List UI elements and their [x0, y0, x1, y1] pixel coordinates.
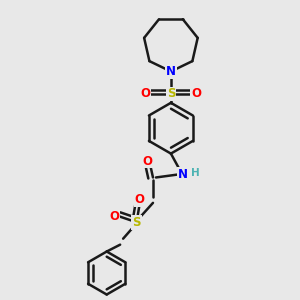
Text: O: O	[134, 194, 145, 206]
Text: N: N	[178, 168, 188, 181]
Text: O: O	[140, 87, 151, 101]
Text: S: S	[132, 216, 141, 229]
Text: H: H	[191, 168, 200, 178]
Text: O: O	[142, 154, 152, 167]
Text: N: N	[166, 65, 176, 78]
Text: S: S	[167, 87, 175, 101]
Text: O: O	[109, 210, 119, 223]
Text: O: O	[191, 87, 201, 101]
